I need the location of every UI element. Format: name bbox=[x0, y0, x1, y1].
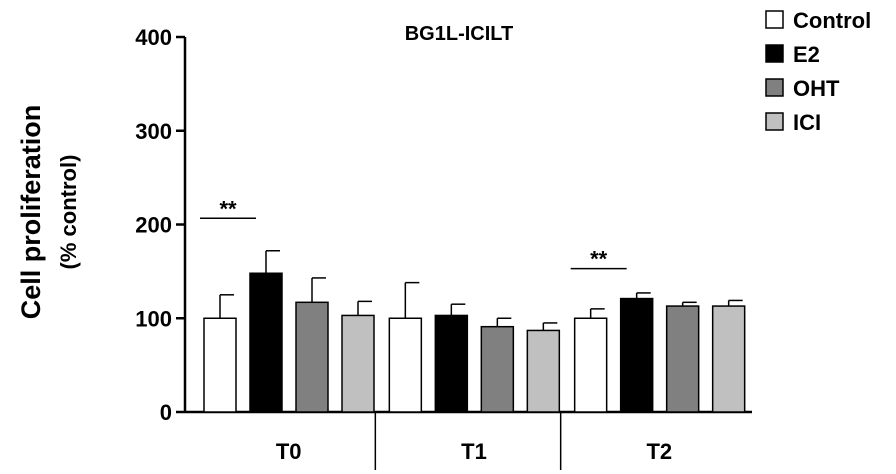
legend-label: ICI bbox=[793, 110, 821, 135]
legend-label: OHT bbox=[793, 76, 840, 101]
legend-label: Control bbox=[793, 8, 871, 33]
y-axis-sublabel: (% control) bbox=[56, 155, 81, 270]
bar bbox=[203, 317, 237, 413]
significance-marker: ** bbox=[219, 196, 237, 221]
bar bbox=[526, 329, 561, 413]
legend-label: E2 bbox=[793, 42, 820, 67]
bar bbox=[573, 317, 608, 413]
legend-swatch bbox=[765, 10, 784, 29]
y-tick-label: 100 bbox=[135, 306, 172, 331]
bar bbox=[341, 314, 375, 413]
y-tick-label: 200 bbox=[135, 213, 172, 238]
bar bbox=[434, 314, 469, 413]
bar bbox=[388, 317, 423, 413]
bar bbox=[295, 301, 329, 413]
axes: 0 100 200 300 400 T0 T1 T2 bbox=[135, 25, 752, 470]
bars: ** ** bbox=[200, 196, 746, 413]
bar bbox=[619, 297, 654, 413]
legend-swatch bbox=[765, 78, 784, 97]
bar bbox=[249, 272, 283, 413]
y-axis-label: Cell proliferation bbox=[16, 105, 46, 320]
y-tick-label: 0 bbox=[160, 400, 172, 425]
legend: Control E2 OHT ICI bbox=[765, 8, 871, 135]
significance-marker: ** bbox=[590, 247, 608, 272]
y-tick-label: 400 bbox=[135, 25, 172, 50]
y-axis-label-group: Cell proliferation (% control) bbox=[16, 105, 81, 320]
x-tick-label: T0 bbox=[276, 439, 302, 464]
x-tick-label: T2 bbox=[646, 439, 672, 464]
legend-swatch bbox=[765, 112, 784, 131]
bar bbox=[480, 325, 515, 413]
x-tick-label: T1 bbox=[461, 439, 487, 464]
bar bbox=[665, 305, 700, 413]
legend-swatch bbox=[765, 44, 784, 63]
y-tick-label: 300 bbox=[135, 119, 172, 144]
chart-title: BG1L-ICILT bbox=[405, 23, 514, 45]
bar bbox=[711, 305, 746, 413]
